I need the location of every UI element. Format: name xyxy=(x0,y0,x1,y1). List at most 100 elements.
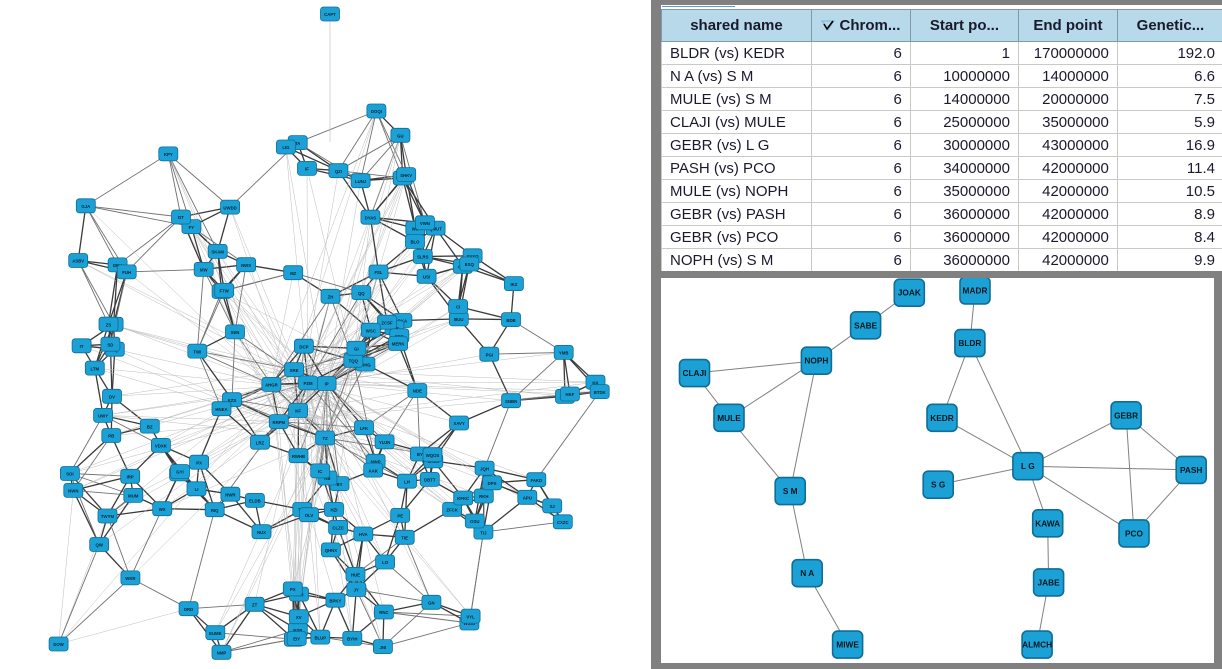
svg-text:HKF: HKF xyxy=(565,392,574,397)
svg-text:ZH: ZH xyxy=(328,295,334,300)
svg-text:IKZ: IKZ xyxy=(510,282,517,287)
svg-text:HZI: HZI xyxy=(331,508,338,513)
svg-text:ESQ: ESQ xyxy=(465,262,475,267)
svg-text:KAWA: KAWA xyxy=(1035,518,1060,528)
svg-text:WKR: WKR xyxy=(125,576,136,581)
svg-text:IF: IF xyxy=(305,167,309,172)
svg-text:ZCSF: ZCSF xyxy=(381,320,393,325)
svg-text:GU: GU xyxy=(397,134,403,139)
svg-text:PE: PE xyxy=(397,514,403,519)
svg-text:PCO: PCO xyxy=(1125,528,1144,538)
svg-text:SKAM: SKAM xyxy=(211,250,224,255)
svg-text:SD: SD xyxy=(107,342,113,347)
svg-text:VWN: VWN xyxy=(420,221,430,226)
svg-text:MIWE: MIWE xyxy=(836,640,859,650)
svg-text:AHGR: AHGR xyxy=(265,383,279,388)
svg-text:DBTT: DBTT xyxy=(424,478,436,483)
svg-text:MERK: MERK xyxy=(392,342,406,347)
svg-text:DV: DV xyxy=(109,395,115,400)
svg-text:XAVY: XAVY xyxy=(453,421,465,426)
svg-text:QQ: QQ xyxy=(358,291,365,296)
svg-text:CLAJI: CLAJI xyxy=(683,368,707,378)
svg-text:TWI: TWI xyxy=(193,349,201,354)
svg-text:QW: QW xyxy=(95,543,103,548)
svg-text:KFKC: KFKC xyxy=(457,496,469,501)
svg-text:BLO: BLO xyxy=(410,240,420,245)
svg-text:BTDK: BTDK xyxy=(594,390,607,395)
svg-text:MZ: MZ xyxy=(290,271,297,276)
svg-text:VDXK: VDXK xyxy=(155,444,168,449)
svg-text:UWDD: UWDD xyxy=(223,205,236,210)
svg-text:KF: KF xyxy=(295,409,301,414)
svg-text:L G: L G xyxy=(1021,461,1035,471)
svg-text:ASBV: ASBV xyxy=(72,259,84,264)
svg-text:IC: IC xyxy=(318,469,322,474)
svg-text:GJA: GJA xyxy=(81,204,90,209)
svg-text:PX: PX xyxy=(290,587,296,592)
svg-text:TIJ: TIJ xyxy=(480,530,487,535)
svg-text:DCP: DCP xyxy=(299,344,308,349)
svg-text:SEN: SEN xyxy=(231,330,240,335)
svg-text:SABE: SABE xyxy=(854,320,878,330)
svg-text:NMP: NMP xyxy=(217,651,227,656)
svg-text:TIE: TIE xyxy=(401,536,408,541)
svg-text:JABE: JABE xyxy=(1038,577,1061,587)
svg-text:CI: CI xyxy=(456,305,460,310)
svg-text:SNBN: SNBN xyxy=(505,399,517,404)
svg-text:JY: JY xyxy=(354,588,359,593)
svg-text:QZI: QZI xyxy=(335,169,342,174)
svg-text:SHKV: SHKV xyxy=(400,173,412,178)
svg-text:BPKY: BPKY xyxy=(329,598,341,603)
svg-text:XV: XV xyxy=(296,615,302,620)
svg-text:SRE: SRE xyxy=(290,368,299,373)
svg-text:LI: LI xyxy=(195,487,199,492)
svg-text:PGI: PGI xyxy=(486,352,493,357)
svg-text:ELDB: ELDB xyxy=(249,499,261,504)
svg-text:ZFCK: ZFCK xyxy=(446,508,458,513)
svg-text:BUU: BUU xyxy=(454,317,463,322)
svg-text:DYAS: DYAS xyxy=(365,215,377,220)
svg-text:APU: APU xyxy=(523,496,532,501)
svg-text:OSU: OSU xyxy=(470,519,479,524)
svg-text:WX: WX xyxy=(159,507,166,512)
svg-text:FTW: FTW xyxy=(220,289,230,294)
svg-text:GEBR: GEBR xyxy=(1114,410,1138,420)
svg-text:FUH: FUH xyxy=(122,270,131,275)
svg-text:N A: N A xyxy=(800,568,814,578)
svg-text:PX: PX xyxy=(196,460,202,465)
svg-text:PZM: PZM xyxy=(303,381,312,386)
svg-text:RNC: RNC xyxy=(379,610,388,615)
svg-text:UWY: UWY xyxy=(98,414,108,419)
svg-text:WQOS: WQOS xyxy=(426,453,440,458)
svg-text:GI: GI xyxy=(354,347,359,352)
svg-text:ALMCH: ALMCH xyxy=(1022,640,1052,650)
svg-text:JQH: JQH xyxy=(480,466,489,471)
svg-text:VYL: VYL xyxy=(466,614,475,619)
svg-text:LH: LH xyxy=(404,479,410,484)
svg-text:BZ: BZ xyxy=(147,424,153,429)
svg-text:DOW: DOW xyxy=(53,642,64,647)
svg-text:NOPH: NOPH xyxy=(804,356,828,366)
svg-text:LRZ: LRZ xyxy=(256,440,265,445)
svg-text:CLZC: CLZC xyxy=(332,526,343,531)
svg-text:YMB: YMB xyxy=(559,351,569,356)
svg-text:PB: PB xyxy=(108,434,114,439)
svg-text:CAPT: CAPT xyxy=(324,12,336,17)
svg-text:BYIH: BYIH xyxy=(347,637,357,642)
svg-text:QHNX: QHNX xyxy=(325,548,338,553)
svg-text:BY: BY xyxy=(417,452,423,457)
svg-text:SOI: SOI xyxy=(66,472,73,477)
svg-text:BLDR: BLDR xyxy=(958,338,981,348)
svg-text:TWYM: TWYM xyxy=(101,514,115,519)
svg-text:LIG: LIG xyxy=(282,145,290,150)
svg-text:HWR: HWR xyxy=(225,492,236,497)
svg-text:NWN: NWN xyxy=(68,489,78,494)
svg-text:SJ: SJ xyxy=(550,504,556,509)
svg-text:BY: BY xyxy=(337,482,343,487)
svg-text:GN: GN xyxy=(428,601,434,606)
svg-text:JNI: JNI xyxy=(380,645,387,650)
svg-text:LTM: LTM xyxy=(91,366,100,371)
svg-text:NUX: NUX xyxy=(257,530,266,535)
svg-text:PASH: PASH xyxy=(1180,465,1202,475)
svg-text:BDB: BDB xyxy=(506,318,515,323)
